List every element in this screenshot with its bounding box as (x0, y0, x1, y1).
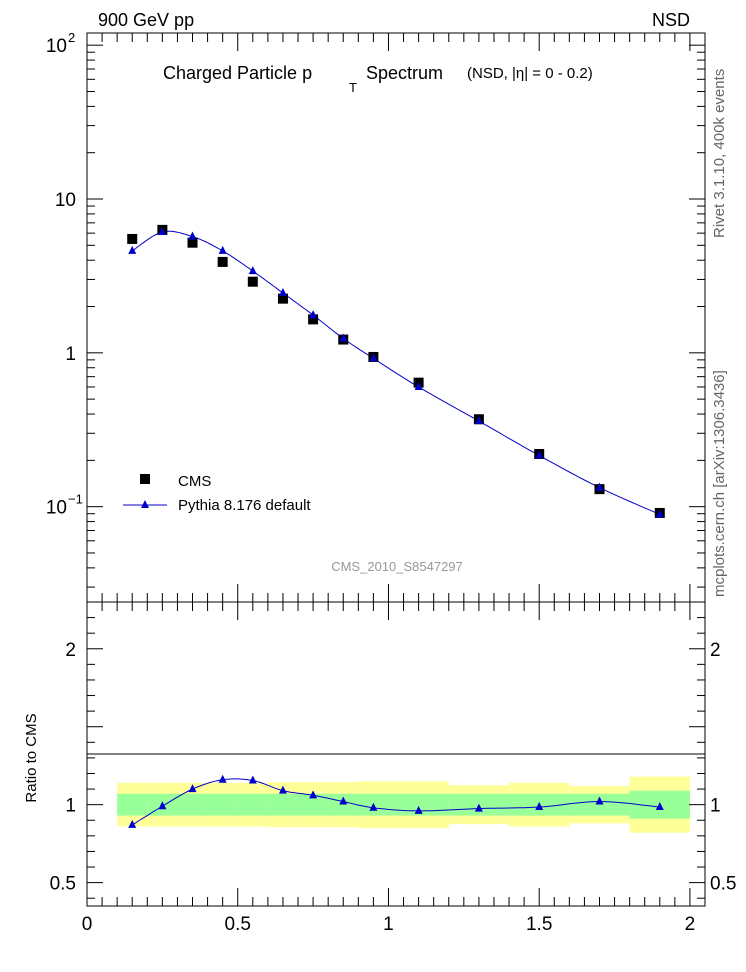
ratio-data-point (218, 774, 227, 783)
ratio-y-tick-label: 1 (65, 796, 76, 817)
ratio-y-tick-label-right: 0.5 (710, 874, 736, 895)
band-inner-bin (328, 793, 359, 816)
ratio-data-point (414, 805, 423, 814)
ratio-y-axis-label: Ratio to CMS (23, 713, 40, 802)
x-tick-label: 0 (82, 914, 93, 935)
analysis-watermark: CMS_2010_S8547297 (331, 559, 463, 574)
ratio-axis-ticks (86, 602, 705, 906)
legend-mc-marker (141, 500, 149, 508)
mc-data-point (339, 333, 348, 342)
ratio-data-point (474, 803, 483, 812)
cms-data-point (127, 233, 138, 244)
y-tick-label-exponent: −1 (68, 492, 83, 507)
mc-data-point (655, 509, 664, 518)
y-tick-label: 10 (46, 36, 67, 57)
ratio-y-tick-label-right: 2 (710, 640, 721, 661)
mc-data-point (309, 310, 318, 319)
y-tick-label: 10 (55, 190, 76, 211)
mc-data-point (218, 245, 227, 254)
cms-data-point (247, 276, 258, 287)
main-frame (86, 32, 706, 603)
mc-data-point (128, 245, 137, 254)
ratio-data-point (188, 784, 197, 793)
ratio-frame (86, 601, 706, 907)
ratio-data-point (248, 775, 257, 784)
band-inner-bin (569, 793, 630, 816)
x-tick-label: 0.5 (225, 914, 251, 935)
mc-data-point (158, 227, 167, 236)
ratio-data-point (278, 785, 287, 794)
legend-cms-label: CMS (178, 473, 211, 490)
ratio-data-point (309, 790, 318, 799)
rivet-label: Rivet 3.1.10, 400k events (711, 69, 728, 238)
band-inner-bin (237, 793, 268, 816)
y-tick-label: 1 (65, 344, 76, 365)
x-tick-label: 1 (383, 914, 394, 935)
cms-data-point (277, 293, 288, 304)
ratio-data-point (655, 802, 664, 811)
ratio-y-tick-label-right: 1 (710, 796, 721, 817)
legend-cms-marker (140, 474, 150, 484)
mc-data-point (188, 231, 197, 240)
mc-markers (128, 227, 664, 518)
ratio-y-tick-label: 0.5 (50, 874, 76, 895)
cms-data-point (217, 256, 228, 267)
x-tick-labels: 0 0.5 1 1.5 2 (82, 914, 696, 935)
ratio-data-point (339, 796, 348, 805)
band-inner-bin (267, 793, 299, 816)
mc-data-point (369, 353, 378, 362)
x-tick-label: 2 (685, 914, 696, 935)
ratio-data-point (535, 802, 544, 811)
ratio-data-point (158, 801, 167, 810)
header-left: 900 GeV pp (98, 10, 194, 30)
x-tick-label: 1.5 (526, 914, 552, 935)
ratio-y-tick-labels: 0.5 0.5 1 1 2 2 (50, 640, 737, 895)
legend: CMS Pythia 8.176 default (123, 473, 311, 514)
ratio-markers (128, 774, 664, 828)
main-title-tail: Spectrum (366, 63, 443, 83)
ratio-panel: 0.5 0.5 1 1 2 2 0 0.5 1 1.5 2 Ratio to CMS (23, 601, 737, 935)
mc-data-point (414, 381, 423, 390)
band-inner-bin (177, 793, 208, 816)
band-inner-bin (207, 793, 238, 816)
mc-data-point (535, 450, 544, 459)
band-inner-bin (298, 793, 329, 816)
cms-data-point (187, 237, 198, 248)
ratio-line (131, 778, 660, 826)
main-title-condition: (NSD, |η| = 0 - 0.2) (467, 65, 593, 82)
mc-data-point (595, 482, 604, 491)
header-right: NSD (652, 10, 690, 30)
main-axis-ticks (86, 33, 705, 602)
cms-data-point (308, 314, 319, 325)
mc-data-point (248, 266, 257, 275)
mc-line (131, 230, 660, 515)
mc-data-point (474, 416, 483, 425)
uncertainty-band-inner (117, 790, 690, 819)
legend-mc-label: Pythia 8.176 default (178, 497, 311, 514)
main-title: Charged Particle p (163, 63, 312, 83)
y-tick-label-exponent: 2 (68, 30, 75, 45)
main-panel: Charged Particle p T Spectrum (NSD, |η| … (46, 30, 706, 603)
mc-data-point (278, 287, 287, 296)
ratio-data-point (369, 802, 378, 811)
main-title-subscript: T (349, 80, 357, 95)
y-tick-label: 10 (46, 498, 67, 519)
ratio-y-tick-label: 2 (65, 640, 76, 661)
band-inner-bin (117, 793, 148, 816)
ratio-data-point (128, 819, 137, 828)
ratio-data-point (595, 796, 604, 805)
mcplots-label: mcplots.cern.ch [arXiv:1306.3436] (711, 370, 728, 597)
